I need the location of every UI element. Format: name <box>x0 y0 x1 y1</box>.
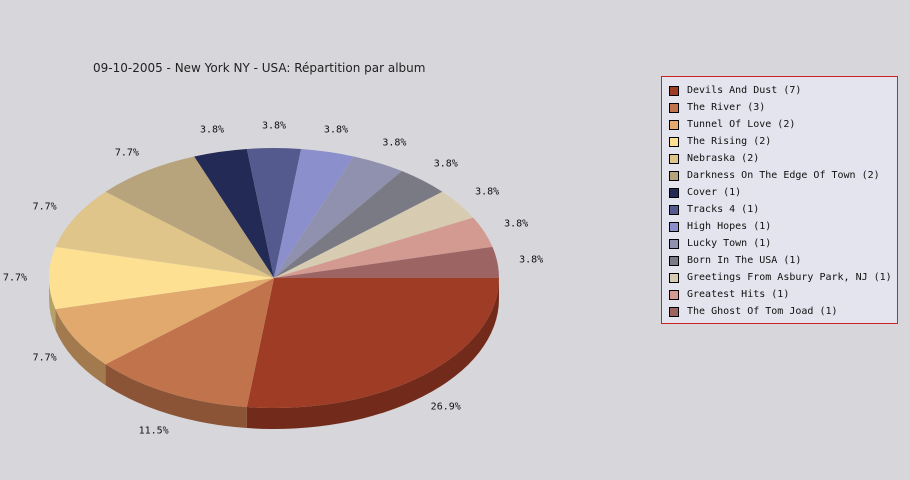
legend-label: Lucky Town (1) <box>687 238 772 249</box>
pie-side-walls <box>49 278 499 429</box>
legend-item: High Hopes (1) <box>662 218 897 235</box>
pie-slice-2 <box>55 278 275 365</box>
legend-swatch <box>669 85 679 96</box>
legend-swatch <box>669 221 679 232</box>
slice-percent-label: 3.8% <box>199 124 225 136</box>
legend-item: The Ghost Of Tom Joad (1) <box>662 303 897 320</box>
legend-label: Cover (1) <box>687 187 742 198</box>
legend-item: Cover (1) <box>662 184 897 201</box>
legend-item: Greatest Hits (1) <box>662 286 897 303</box>
slice-percent-label: 3.8% <box>519 254 544 266</box>
pie-slice-9 <box>274 156 402 278</box>
legend-swatch <box>669 136 679 147</box>
legend-label: Greatest Hits (1) <box>687 289 790 300</box>
pie-side-3 <box>49 278 56 331</box>
legend-item: The River (3) <box>662 99 897 116</box>
legend-item: Tracks 4 (1) <box>662 201 897 218</box>
pie-slice-5 <box>105 156 274 278</box>
legend-label: Born In The USA (1) <box>687 255 802 266</box>
pie-slices <box>49 147 499 408</box>
legend-swatch <box>669 238 679 249</box>
pie-side-1 <box>105 364 247 429</box>
legend-label: Devils And Dust (7) <box>687 85 802 96</box>
slice-percent-label: 3.8% <box>433 158 458 170</box>
pie-side-2 <box>55 309 106 386</box>
pie-slice-11 <box>274 191 474 278</box>
pie-slice-1 <box>105 278 274 408</box>
pie-slice-6 <box>194 148 274 278</box>
legend-swatch <box>669 306 679 317</box>
legend-label: Greetings From Asbury Park, NJ (1) <box>687 272 892 283</box>
legend-item: Nebraska (2) <box>662 150 897 167</box>
slice-percent-label: 7.7% <box>32 201 57 213</box>
legend-swatch <box>669 187 679 198</box>
legend-swatch <box>669 204 679 215</box>
legend: Devils And Dust (7) The River (3) Tunnel O… <box>661 76 898 324</box>
legend-swatch <box>669 119 679 130</box>
legend-label: High Hopes (1) <box>687 221 772 232</box>
slice-percent-label: 3.8% <box>475 186 500 198</box>
pie-side-0 <box>246 278 499 429</box>
legend-label: Nebraska (2) <box>687 153 760 164</box>
legend-item: Darkness On The Edge Of Town (2) <box>662 167 897 184</box>
pie-slice-12 <box>274 217 493 278</box>
slice-percent-label: 7.7% <box>114 147 139 159</box>
slice-percent-label: 11.5% <box>138 425 169 437</box>
legend-swatch <box>669 289 679 300</box>
legend-item: Lucky Town (1) <box>662 235 897 252</box>
slice-percent-label: 3.8% <box>504 218 529 230</box>
slice-percent-label: 26.9% <box>430 401 461 413</box>
legend-item: Greetings From Asbury Park, NJ (1) <box>662 269 897 286</box>
legend-item: Tunnel Of Love (2) <box>662 116 897 133</box>
chart-title: 09-10-2005 - New York NY - USA: Répartit… <box>93 61 426 75</box>
legend-label: Tunnel Of Love (2) <box>687 119 796 130</box>
pie-slice-8 <box>274 148 354 278</box>
legend-swatch <box>669 153 679 164</box>
pie-slice-3 <box>49 246 274 310</box>
slice-percent-label: 3.8% <box>323 124 349 136</box>
legend-label: The Ghost Of Tom Joad (1) <box>687 306 838 317</box>
legend-item: Devils And Dust (7) <box>662 82 897 99</box>
slice-percent-label: 7.7% <box>2 272 28 284</box>
slice-percent-label: 7.7% <box>32 352 57 364</box>
pie-slice-0 <box>246 278 499 408</box>
slice-percent-label: 3.8% <box>261 120 287 132</box>
legend-swatch <box>669 272 679 283</box>
legend-swatch <box>669 255 679 266</box>
slice-percent-label: 3.8% <box>382 137 407 149</box>
pie-slice-10 <box>274 171 443 278</box>
legend-swatch <box>669 170 679 181</box>
legend-label: The River (3) <box>687 102 766 113</box>
pie-slice-7 <box>246 147 302 278</box>
legend-label: Tracks 4 (1) <box>687 204 760 215</box>
pie-slice-13 <box>274 246 499 278</box>
pie-slice-4 <box>55 191 275 278</box>
legend-label: Darkness On The Edge Of Town (2) <box>687 170 880 181</box>
legend-item: The Rising (2) <box>662 133 897 150</box>
legend-swatch <box>669 102 679 113</box>
legend-label: The Rising (2) <box>687 136 772 147</box>
legend-item: Born In The USA (1) <box>662 252 897 269</box>
